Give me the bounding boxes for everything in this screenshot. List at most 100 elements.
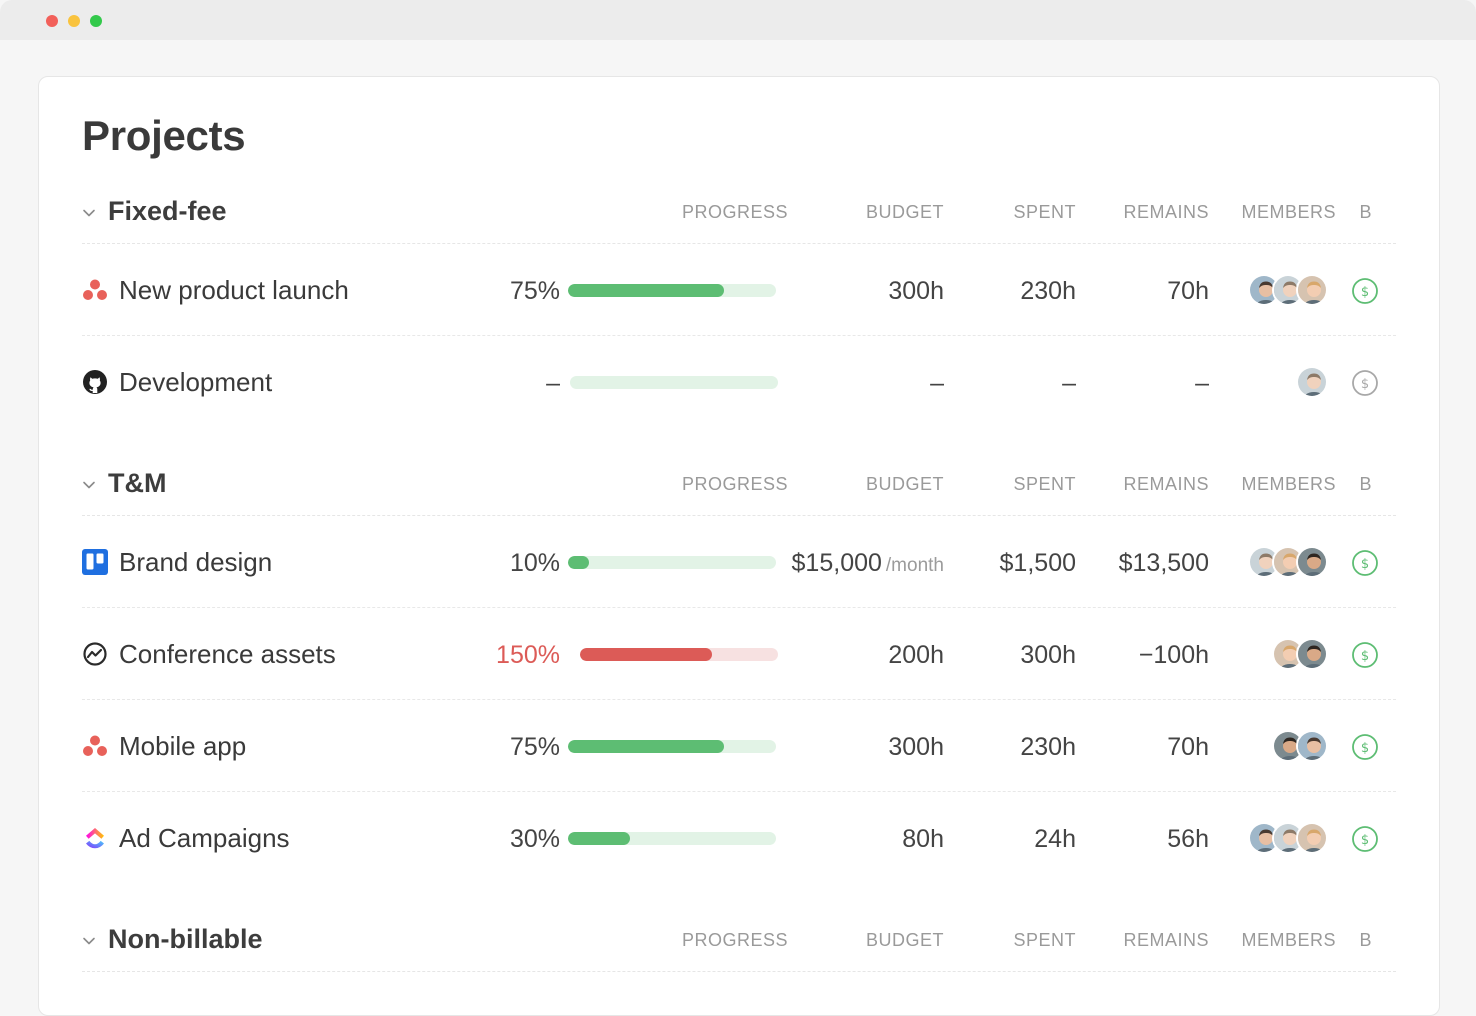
- budget-value: –: [930, 369, 944, 397]
- spent-value: 300h: [1020, 641, 1076, 669]
- page-title: Projects: [82, 112, 246, 159]
- column-header-billable[interactable]: B: [1359, 930, 1372, 950]
- billable-dollar-icon[interactable]: $: [1351, 641, 1379, 669]
- member-avatar[interactable]: [1296, 274, 1328, 306]
- progress-bar: [568, 832, 776, 845]
- billable-dollar-icon[interactable]: $: [1351, 549, 1379, 577]
- asana-icon: [82, 733, 108, 759]
- minimize-window-button[interactable]: [68, 15, 80, 27]
- clickup-icon: [82, 825, 108, 851]
- project-name[interactable]: Ad Campaigns: [119, 823, 290, 853]
- billable-dollar-icon[interactable]: $: [1351, 825, 1379, 853]
- member-avatar[interactable]: [1248, 274, 1280, 306]
- project-row[interactable]: Conference assets 150% 200h 300h −100h $: [82, 608, 1396, 700]
- column-header-remains[interactable]: REMAINS: [1123, 474, 1209, 494]
- remains-value: $13,500: [1118, 549, 1209, 577]
- members-avatars[interactable]: [1272, 730, 1328, 762]
- column-header-members[interactable]: MEMBERS: [1241, 930, 1336, 950]
- project-name[interactable]: Development: [119, 367, 273, 397]
- progress-fill: [568, 740, 724, 753]
- progress-bar: [568, 740, 776, 753]
- progress-fill: [568, 832, 631, 845]
- column-header-spent[interactable]: SPENT: [1013, 474, 1076, 494]
- spent-value: 24h: [1034, 825, 1076, 853]
- members-avatars[interactable]: [1296, 366, 1328, 398]
- svg-text:$: $: [1361, 833, 1369, 848]
- project-row[interactable]: Ad Campaigns 30% 80h 24h 56h $: [82, 792, 1396, 884]
- members-avatars[interactable]: [1272, 638, 1328, 670]
- column-header-members[interactable]: MEMBERS: [1241, 202, 1336, 222]
- project-name[interactable]: Brand design: [119, 547, 273, 577]
- remains-value: –: [1195, 369, 1209, 397]
- column-header-members[interactable]: MEMBERS: [1241, 474, 1336, 494]
- column-header-remains[interactable]: REMAINS: [1123, 930, 1209, 950]
- group-name: T&M: [108, 468, 167, 498]
- project-name[interactable]: Mobile app: [119, 731, 247, 761]
- group-header[interactable]: Non-billable PROGRESS BUDGET SPENT REMAINS ME…: [82, 914, 1396, 972]
- chevron-down-icon[interactable]: [82, 478, 96, 492]
- remains-value: −100h: [1138, 641, 1209, 669]
- progress-percent: 30%: [509, 825, 560, 853]
- trello-icon: [82, 549, 108, 575]
- github-icon: [82, 369, 108, 395]
- window-titlebar: [0, 0, 1476, 40]
- remains-value: 70h: [1167, 277, 1209, 305]
- spent-value: $1,500: [999, 549, 1076, 577]
- member-avatar[interactable]: [1296, 822, 1328, 854]
- chevron-down-icon[interactable]: [82, 934, 96, 948]
- budget-value: 200h: [888, 641, 944, 669]
- budget-unit: /month: [885, 555, 944, 576]
- progress-percent: 10%: [509, 549, 560, 577]
- asana-icon: [82, 277, 108, 303]
- member-avatar[interactable]: [1296, 638, 1328, 670]
- spent-value: –: [1062, 369, 1076, 397]
- billable-dollar-icon[interactable]: $: [1351, 733, 1379, 761]
- project-row[interactable]: Mobile app 75% 300h 230h 70h $: [82, 700, 1396, 792]
- group-name: Fixed-fee: [108, 196, 227, 226]
- column-header-progress[interactable]: PROGRESS: [681, 474, 788, 494]
- member-avatar[interactable]: [1296, 366, 1328, 398]
- chevron-down-icon[interactable]: [82, 206, 96, 220]
- member-avatar[interactable]: [1296, 730, 1328, 762]
- group-header[interactable]: Fixed-fee PROGRESS BUDGET SPENT REMAINS MEMBE…: [82, 186, 1396, 244]
- billable-dollar-icon[interactable]: $: [1351, 277, 1379, 305]
- close-window-button[interactable]: [46, 15, 58, 27]
- svg-text:$: $: [1361, 741, 1369, 756]
- svg-text:$: $: [1361, 557, 1369, 572]
- progress-fill: [568, 284, 724, 297]
- billable-dollar-icon[interactable]: $: [1351, 369, 1379, 397]
- group-header[interactable]: T&M PROGRESS BUDGET SPENT REMAINS MEMBERS B: [82, 458, 1396, 516]
- maximize-window-button[interactable]: [90, 15, 102, 27]
- member-avatar[interactable]: [1296, 546, 1328, 578]
- column-header-spent[interactable]: SPENT: [1013, 930, 1076, 950]
- svg-text:$: $: [1361, 377, 1369, 392]
- project-row[interactable]: New product launch 75% 300h 230h 70h $: [82, 244, 1396, 336]
- budget-value: 300h: [888, 277, 944, 305]
- project-name[interactable]: New product launch: [119, 275, 349, 305]
- projects-card: [38, 76, 1440, 1016]
- column-header-billable[interactable]: B: [1359, 474, 1372, 494]
- progress-bar: [570, 376, 778, 389]
- progress-bar: [580, 648, 778, 661]
- spent-value: 230h: [1020, 277, 1076, 305]
- column-header-billable[interactable]: B: [1359, 202, 1372, 222]
- column-header-progress[interactable]: PROGRESS: [681, 930, 788, 950]
- project-row[interactable]: Development – – – – $: [82, 336, 1396, 428]
- column-header-budget[interactable]: BUDGET: [865, 930, 944, 950]
- members-avatars[interactable]: [1248, 822, 1328, 854]
- project-name[interactable]: Conference assets: [119, 639, 336, 669]
- progress-percent: 75%: [509, 733, 560, 761]
- column-header-remains[interactable]: REMAINS: [1123, 202, 1209, 222]
- column-header-budget[interactable]: BUDGET: [865, 474, 944, 494]
- column-header-progress[interactable]: PROGRESS: [681, 202, 788, 222]
- spent-value: 230h: [1020, 733, 1076, 761]
- progress-bar: [568, 556, 776, 569]
- members-avatars[interactable]: [1248, 274, 1328, 306]
- budget-value: 80h: [902, 825, 944, 853]
- project-row[interactable]: Brand design 10% $15,000/month $1,500 $13,50…: [82, 516, 1396, 608]
- remains-value: 70h: [1167, 733, 1209, 761]
- column-header-spent[interactable]: SPENT: [1013, 202, 1076, 222]
- progress-fill: [580, 648, 712, 661]
- column-header-budget[interactable]: BUDGET: [865, 202, 944, 222]
- members-avatars[interactable]: [1248, 546, 1328, 578]
